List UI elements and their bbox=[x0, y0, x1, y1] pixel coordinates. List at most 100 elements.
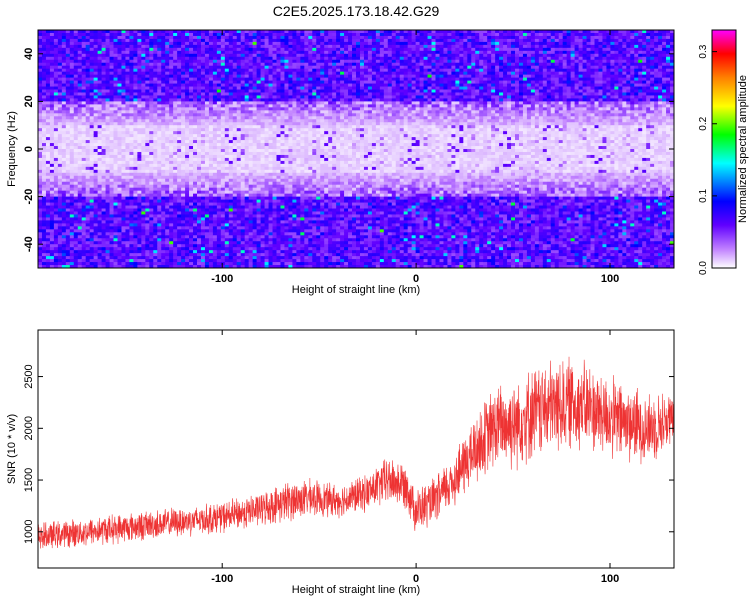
heatmap-cell bbox=[41, 169, 47, 174]
heatmap-cell bbox=[93, 214, 99, 218]
heatmap-cell bbox=[109, 104, 114, 108]
heatmap-cell bbox=[236, 259, 242, 263]
heatmap-cell bbox=[105, 35, 110, 40]
heatmap-cell bbox=[204, 184, 210, 189]
heatmap-cell bbox=[57, 110, 63, 114]
heatmap-cell bbox=[149, 116, 154, 120]
heatmap-cell bbox=[85, 154, 91, 159]
heatmap-cell bbox=[216, 229, 222, 233]
heatmap-cell bbox=[85, 98, 91, 102]
heatmap-cell bbox=[153, 131, 158, 135]
heatmap-cell bbox=[69, 175, 75, 180]
heatmap-cell bbox=[173, 217, 178, 221]
heatmap-cell bbox=[232, 80, 238, 84]
heatmap-cell bbox=[161, 217, 166, 221]
heatmap-cell bbox=[244, 74, 250, 79]
heatmap-cell bbox=[73, 38, 79, 43]
heatmap-cell bbox=[185, 220, 190, 224]
heatmap-cell bbox=[73, 214, 79, 218]
heatmap-cell bbox=[236, 65, 242, 70]
heatmap-cell bbox=[220, 247, 226, 251]
heatmap-cell bbox=[57, 169, 63, 174]
heatmap-cell bbox=[113, 187, 118, 192]
heatmap-cell bbox=[65, 202, 71, 206]
heatmap-cell bbox=[69, 89, 75, 93]
heatmap-cell bbox=[113, 166, 118, 171]
heatmap-cell bbox=[129, 154, 134, 159]
heatmap-cell bbox=[280, 157, 285, 162]
heatmap-cell bbox=[153, 193, 158, 198]
heatmap-cell bbox=[244, 259, 250, 263]
heatmap-cell bbox=[165, 157, 170, 162]
heatmap-cell bbox=[61, 190, 67, 195]
heatmap-cell bbox=[73, 83, 79, 87]
heatmap-cell bbox=[49, 101, 55, 105]
heatmap-cell bbox=[208, 149, 214, 153]
heatmap-cell bbox=[105, 202, 110, 206]
heatmap-cell bbox=[193, 169, 198, 174]
heatmap-cell bbox=[69, 202, 75, 206]
heatmap-cell bbox=[141, 92, 146, 96]
heatmap-cell bbox=[212, 101, 218, 105]
heatmap-cell bbox=[252, 169, 258, 174]
heatmap-cell bbox=[244, 211, 250, 215]
heatmap-cell bbox=[264, 232, 269, 236]
heatmap-cell bbox=[109, 196, 114, 200]
heatmap-cell bbox=[212, 232, 218, 236]
heatmap-cell bbox=[57, 208, 63, 212]
heatmap-cell bbox=[240, 125, 246, 129]
heatmap-cell bbox=[109, 169, 114, 174]
heatmap-cell bbox=[161, 134, 166, 138]
heatmap-cell bbox=[97, 95, 103, 99]
heatmap-cell bbox=[177, 217, 182, 221]
heatmap-cell bbox=[197, 193, 202, 198]
heatmap-cell bbox=[73, 107, 79, 111]
heatmap-cell bbox=[77, 77, 83, 81]
heatmap-cell bbox=[157, 89, 162, 93]
heatmap-cell bbox=[244, 80, 250, 84]
heatmap-cell bbox=[149, 196, 154, 200]
heatmap-cell bbox=[228, 238, 234, 242]
heatmap-cell bbox=[208, 32, 214, 37]
heatmap-cell bbox=[157, 244, 162, 248]
heatmap-cell bbox=[41, 44, 47, 49]
heatmap-cell bbox=[113, 119, 118, 123]
heatmap-cell bbox=[264, 175, 269, 180]
heatmap-cell bbox=[121, 149, 126, 153]
heatmap-cell bbox=[276, 259, 281, 263]
heatmap-cell bbox=[38, 157, 43, 162]
heatmap-cell bbox=[224, 238, 230, 242]
heatmap-cell bbox=[181, 247, 186, 251]
heatmap-cell bbox=[137, 125, 142, 129]
heatmap-cell bbox=[65, 208, 71, 212]
heatmap-cell bbox=[109, 80, 114, 84]
heatmap-cell bbox=[77, 35, 83, 40]
heatmap-cell bbox=[197, 184, 202, 189]
heatmap-cell bbox=[208, 226, 214, 230]
heatmap-cell bbox=[256, 211, 262, 215]
heatmap-cell bbox=[165, 229, 170, 233]
heatmap-cell bbox=[200, 229, 206, 233]
heatmap-cell bbox=[189, 38, 194, 43]
heatmap-cell bbox=[268, 265, 273, 268]
heatmap-cell bbox=[93, 134, 99, 138]
heatmap-cell bbox=[244, 217, 250, 221]
heatmap-cell bbox=[57, 68, 63, 73]
heatmap-cell bbox=[125, 77, 130, 81]
heatmap-cell bbox=[109, 140, 114, 144]
heatmap-cell bbox=[81, 181, 87, 186]
heatmap-cell bbox=[81, 71, 87, 76]
heatmap-cell bbox=[165, 146, 170, 150]
heatmap-cell bbox=[85, 80, 91, 84]
heatmap-cell bbox=[177, 184, 182, 189]
heatmap-cell bbox=[117, 256, 122, 260]
heatmap-cell bbox=[117, 128, 122, 132]
heatmap-cell bbox=[248, 226, 254, 230]
heatmap-cell bbox=[137, 44, 142, 49]
heatmap-cell bbox=[248, 241, 254, 245]
heatmap-cell bbox=[93, 62, 99, 67]
heatmap-cell bbox=[69, 157, 75, 162]
heatmap-cell bbox=[256, 116, 262, 120]
heatmap-cell bbox=[133, 184, 138, 189]
heatmap-cell bbox=[248, 53, 254, 58]
